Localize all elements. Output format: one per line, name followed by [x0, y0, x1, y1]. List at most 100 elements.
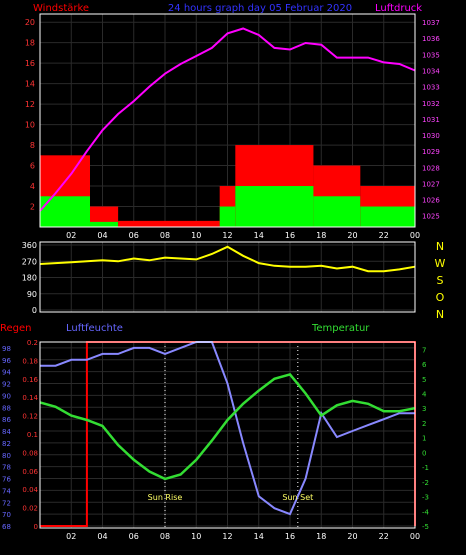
x-tick-label: 10 — [191, 532, 201, 541]
x-tick-label: 08 — [160, 231, 170, 240]
compass-letter: N — [436, 308, 444, 321]
humidity-tick-label: 94 — [2, 369, 11, 377]
humidity-tick-label: 90 — [2, 392, 11, 400]
rain-tick-label: 0 — [34, 523, 38, 531]
compass-letter: O — [436, 291, 445, 304]
wind-tick-label: 14 — [25, 80, 35, 89]
temperature-tick-label: -1 — [422, 464, 429, 472]
temperature-tick-label: 2 — [422, 420, 426, 428]
sunrise-label: Sun Rise — [148, 493, 183, 502]
temperature-tick-label: -3 — [422, 494, 429, 502]
x-tick-label: 16 — [285, 532, 295, 541]
wind-tick-label: 4 — [30, 182, 35, 191]
pressure-tick-label: 1026 — [422, 197, 440, 205]
temperature-tick-label: 5 — [422, 376, 426, 384]
pressure-tick-label: 1032 — [422, 100, 440, 108]
wind-bars — [40, 145, 415, 227]
wind-tick-label: 2 — [30, 203, 35, 212]
humidity-tick-label: 96 — [2, 357, 11, 365]
wind-tick-label: 18 — [25, 39, 35, 48]
x-tick-label: 02 — [66, 231, 76, 240]
wind-panel-frame — [39, 13, 416, 228]
rain-tick-label: 0.12 — [22, 413, 38, 421]
humidity-title: Luftfeuchte — [66, 323, 123, 334]
wind-gust-bar — [118, 220, 220, 227]
x-tick-label: 14 — [254, 231, 264, 240]
x-tick-label: 22 — [379, 231, 389, 240]
x-tick-label: 18 — [316, 532, 326, 541]
humidity-tick-label: 86 — [2, 416, 11, 424]
temperature-tick-label: 1 — [422, 435, 426, 443]
temperature-y-axis-ticks: -5 -4 -3 -2 -1 0 1 2 3 4 5 6 7 — [422, 346, 430, 531]
direction-panel-frame — [39, 241, 416, 313]
x-tick-label: 22 — [379, 532, 389, 541]
pressure-tick-label: 1029 — [422, 148, 440, 156]
x-tick-label: 20 — [347, 532, 357, 541]
wind-tick-label: 12 — [25, 100, 35, 109]
rain-tick-label: 0.18 — [22, 357, 38, 365]
x-tick-label: 20 — [347, 231, 357, 240]
pressure-tick-label: 1035 — [422, 51, 440, 59]
rain-y-axis-ticks: 0 0.02 0.04 0.06 0.08 0.1 0.12 0.14 0.16 0.18 0.2 — [22, 339, 38, 531]
humidity-line — [40, 341, 415, 516]
rain-tick-label: 0.16 — [22, 376, 38, 384]
wind-y-axis-ticks: 2 4 6 8 10 12 14 16 18 20 — [25, 18, 35, 211]
wind-average-bar — [313, 196, 361, 227]
humidity-tick-label: 78 — [2, 464, 11, 472]
x-tick-label: 12 — [222, 231, 232, 240]
wind-tick-label: 10 — [25, 121, 35, 130]
rain-tick-label: 0.08 — [22, 449, 38, 457]
wind-average-bar — [235, 186, 314, 227]
sunset-label: Sun Set — [282, 493, 313, 502]
humidity-y-axis-ticks: 68 70 72 74 76 78 80 82 84 86 88 90 92 94 96 98 — [2, 345, 11, 531]
climate-panel: Sun Rise Sun Set 68707274767880828486889… — [2, 339, 430, 541]
compass-letter: W — [435, 257, 446, 270]
humidity-tick-label: 98 — [2, 345, 11, 353]
humidity-tick-label: 88 — [2, 404, 11, 412]
temperature-tick-label: 4 — [422, 391, 427, 399]
temperature-tick-label: 7 — [422, 346, 426, 354]
chart-title: 24 hours graph day 05 Februar 2020 — [168, 3, 352, 14]
x-tick-label: 16 — [285, 231, 295, 240]
wind-tick-label: 20 — [25, 18, 35, 27]
x-tick-label: 04 — [97, 231, 107, 240]
temperature-tick-label: 6 — [422, 361, 427, 369]
pressure-y-axis-ticks: 1025 1026 1027 1028 1029 1030 1031 1032 1033 1034… — [422, 19, 440, 221]
humidity-tick-label: 76 — [2, 476, 11, 484]
wind-tick-label: 6 — [30, 162, 35, 171]
climate-panel-frame — [39, 341, 416, 529]
pressure-tick-label: 1030 — [422, 132, 440, 140]
direction-line — [39, 245, 416, 273]
wind-strength-title: Windstärke — [33, 3, 89, 14]
direction-tick-label: 270 — [22, 257, 37, 266]
temperature-tick-label: -5 — [422, 523, 429, 531]
pressure-tick-label: 1034 — [422, 67, 440, 75]
x-tick-label: 12 — [222, 532, 232, 541]
pressure-tick-label: 1027 — [422, 180, 440, 188]
direction-tick-label: 0 — [32, 306, 37, 315]
pressure-line — [39, 27, 416, 212]
temperature-line — [39, 372, 416, 481]
wind-tick-label: 16 — [25, 59, 35, 68]
humidity-tick-label: 68 — [2, 523, 11, 531]
wind-tick-label: 8 — [30, 141, 35, 150]
x-tick-label: 06 — [129, 231, 139, 240]
humidity-tick-label: 82 — [2, 440, 11, 448]
x-tick-label: 06 — [129, 532, 139, 541]
rain-tick-label: 0.2 — [27, 339, 38, 347]
rain-tick-label: 0.06 — [22, 468, 38, 476]
humidity-tick-label: 92 — [2, 381, 11, 389]
x-tick-label: 14 — [254, 532, 264, 541]
climate-x-axis-ticks: 02 04 06 08 10 12 14 16 18 20 22 00 — [66, 532, 420, 541]
humidity-tick-label: 80 — [2, 452, 11, 460]
rain-tick-label: 0.02 — [22, 505, 38, 513]
humidity-tick-label: 72 — [2, 499, 11, 507]
pressure-tick-label: 1037 — [422, 19, 440, 27]
direction-y-axis-ticks: 0 90 180 270 360 — [22, 241, 37, 315]
x-tick-label: 00 — [410, 231, 420, 240]
rain-tick-label: 0.14 — [22, 394, 38, 402]
pressure-tick-label: 1028 — [422, 164, 440, 172]
